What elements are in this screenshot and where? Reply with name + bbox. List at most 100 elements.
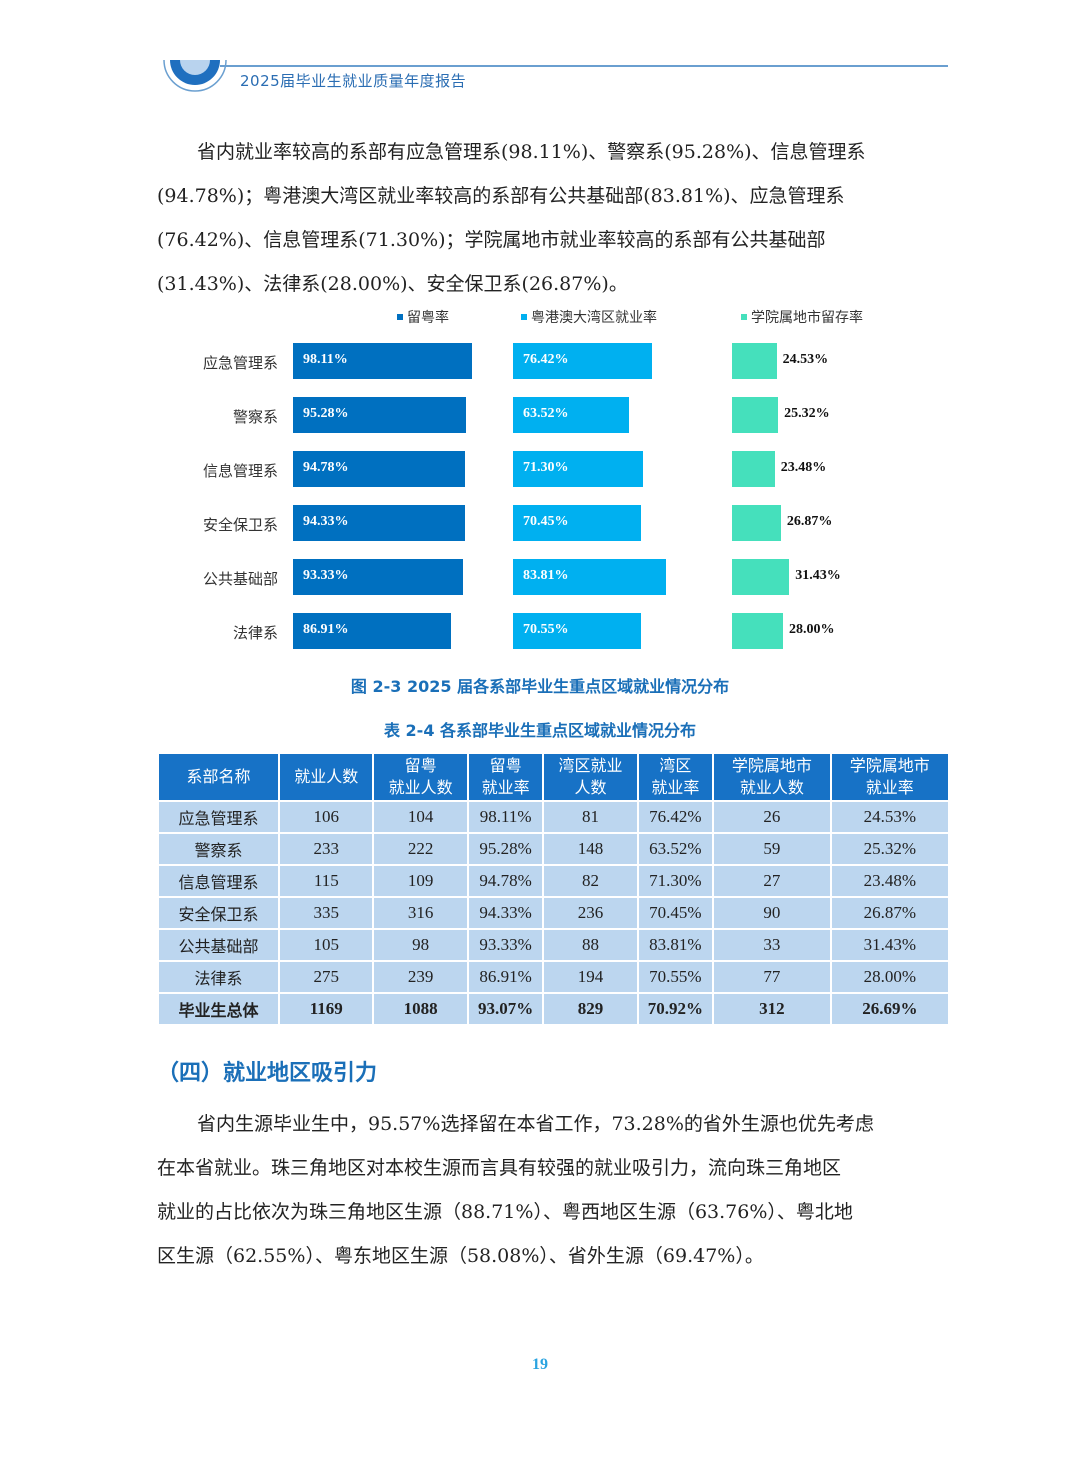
value-cell: 23.48% (831, 866, 948, 896)
category-label: 应急管理系 (202, 354, 278, 372)
bar-series-0: 93.33% (293, 559, 463, 595)
value-cell: 26 (714, 802, 830, 832)
bar-series-1: 76.42% (513, 343, 653, 379)
chart-row: 信息管理系 94.78% 71.30% 23.48% (0, 451, 1080, 489)
bar-series-2 (732, 613, 783, 649)
paragraph-line: 省内生源毕业生中，95.57%选择留在本省工作，73.28%的省外生源也优先考虑 (197, 1113, 874, 1135)
legend-item-local-city: 学院属地市留存率 (741, 307, 863, 327)
value-cell: 81 (544, 802, 637, 832)
bar-value-label: 28.00% (788, 622, 835, 637)
chart-row: 公共基础部 93.33% 83.81% 31.43% (0, 559, 1080, 597)
department-cell: 毕业生总体 (159, 994, 279, 1024)
bar-series-1: 71.30% (513, 451, 643, 487)
chart-row: 安全保卫系 94.33% 70.45% 26.87% (0, 505, 1080, 543)
value-cell: 25.32% (831, 834, 948, 864)
bar-value-label: 71.30% (523, 460, 569, 475)
category-label: 公共基础部 (202, 570, 278, 588)
bar-series-0: 94.78% (293, 451, 466, 487)
chart-row: 法律系 86.91% 70.55% 28.00% (0, 613, 1080, 651)
value-cell: 82 (544, 866, 637, 896)
bar-value-label: 95.28% (303, 406, 349, 421)
bar-value-label: 94.78% (303, 460, 349, 475)
value-cell: 83.81% (638, 930, 713, 960)
paragraph-line: (76.42%)、信息管理系(71.30%)；学院属地市就业率较高的系部有公共基… (157, 229, 826, 251)
bar-series-1: 70.45% (513, 505, 642, 541)
legend-item-guangdong-retention: 留粤率 (397, 307, 449, 327)
header-bay-rate: 湾区 就业率 (638, 754, 713, 800)
value-cell: 94.33% (468, 898, 543, 928)
value-cell: 76.42% (638, 802, 713, 832)
value-cell: 194 (544, 962, 637, 992)
value-cell: 93.07% (468, 994, 543, 1024)
value-cell: 88 (544, 930, 637, 960)
bar-series-0: 94.33% (293, 505, 465, 541)
value-cell: 90 (714, 898, 830, 928)
value-cell: 106 (280, 802, 373, 832)
table-row: 信息管理系 115 109 94.78% 82 71.30% 27 23.48% (159, 866, 948, 896)
bar-value-label: 31.43% (795, 568, 841, 583)
value-cell: 86.91% (468, 962, 543, 992)
bar-value-label: 63.52% (523, 406, 569, 421)
header-rule (220, 65, 948, 67)
category-label: 法律系 (232, 624, 278, 642)
bar-value-label: 24.53% (782, 352, 829, 367)
value-cell: 115 (280, 866, 373, 896)
header-department: 系部名称 (159, 754, 279, 800)
bar-value-label: 93.33% (303, 568, 349, 583)
legend-swatch-icon (521, 314, 527, 320)
value-cell: 93.33% (468, 930, 543, 960)
value-cell: 236 (544, 898, 637, 928)
paragraph-line: 在本省就业。珠三角地区对本校生源而言具有较强的就业吸引力，流向珠三角地区 (157, 1157, 842, 1179)
bar-series-1: 63.52% (513, 397, 629, 433)
legend-swatch-icon (741, 314, 747, 320)
value-cell: 59 (714, 834, 830, 864)
department-cell: 应急管理系 (159, 802, 279, 832)
bar-value-label: 86.91% (303, 622, 349, 637)
department-cell: 安全保卫系 (159, 898, 279, 928)
value-cell: 312 (714, 994, 830, 1024)
bar-value-label: 26.87% (786, 514, 833, 529)
paragraph-line: 区生源（62.55%）、粤东地区生源（58.08%）、省外生源（69.47%）。 (157, 1245, 764, 1267)
table-row: 安全保卫系 335 316 94.33% 236 70.45% 90 26.87% (159, 898, 948, 928)
value-cell: 26.69% (831, 994, 948, 1024)
table-row: 公共基础部 105 98 93.33% 88 83.81% 33 31.43% (159, 930, 948, 960)
category-label: 安全保卫系 (202, 516, 278, 534)
bar-value-label: 83.81% (523, 568, 569, 583)
bar-series-0: 86.91% (293, 613, 452, 649)
department-cell: 信息管理系 (159, 866, 279, 896)
value-cell: 316 (374, 898, 467, 928)
category-label: 信息管理系 (202, 462, 278, 480)
value-cell: 109 (374, 866, 467, 896)
header-local-employed: 学院属地市 就业人数 (714, 754, 830, 800)
value-cell: 335 (280, 898, 373, 928)
value-cell: 1169 (280, 994, 373, 1024)
paragraph-line: 省内就业率较高的系部有应急管理系(98.11%)、警察系(95.28%)、信息管… (197, 141, 866, 163)
department-cell: 警察系 (159, 834, 279, 864)
value-cell: 24.53% (831, 802, 948, 832)
bar-series-1: 83.81% (513, 559, 666, 595)
paragraph-line: (94.78%)；粤港澳大湾区就业率较高的系部有公共基础部(83.81%)、应急… (157, 185, 845, 207)
value-cell: 222 (374, 834, 467, 864)
header-local-rate: 学院属地市 就业率 (831, 754, 948, 800)
value-cell: 33 (714, 930, 830, 960)
value-cell: 28.00% (831, 962, 948, 992)
bar-series-0: 95.28% (293, 397, 467, 433)
value-cell: 94.78% (468, 866, 543, 896)
value-cell: 829 (544, 994, 637, 1024)
header-guangdong-rate: 留粤 就业率 (468, 754, 543, 800)
value-cell: 70.45% (638, 898, 713, 928)
bar-series-1: 70.55% (513, 613, 642, 649)
bar-value-label: 70.45% (523, 514, 569, 529)
value-cell: 27 (714, 866, 830, 896)
bar-value-label: 76.42% (523, 352, 569, 367)
value-cell: 105 (280, 930, 373, 960)
chart-row: 警察系 95.28% 63.52% 25.32% (0, 397, 1080, 435)
bar-series-0: 98.11% (293, 343, 472, 379)
value-cell: 26.87% (831, 898, 948, 928)
bar-series-2 (732, 559, 790, 595)
value-cell: 104 (374, 802, 467, 832)
bar-value-label: 23.48% (780, 460, 827, 475)
value-cell: 98 (374, 930, 467, 960)
intro-paragraph: 省内就业率较高的系部有应急管理系(98.11%)、警察系(95.28%)、信息管… (157, 130, 952, 306)
header-guangdong-employed: 留粤 就业人数 (374, 754, 467, 800)
